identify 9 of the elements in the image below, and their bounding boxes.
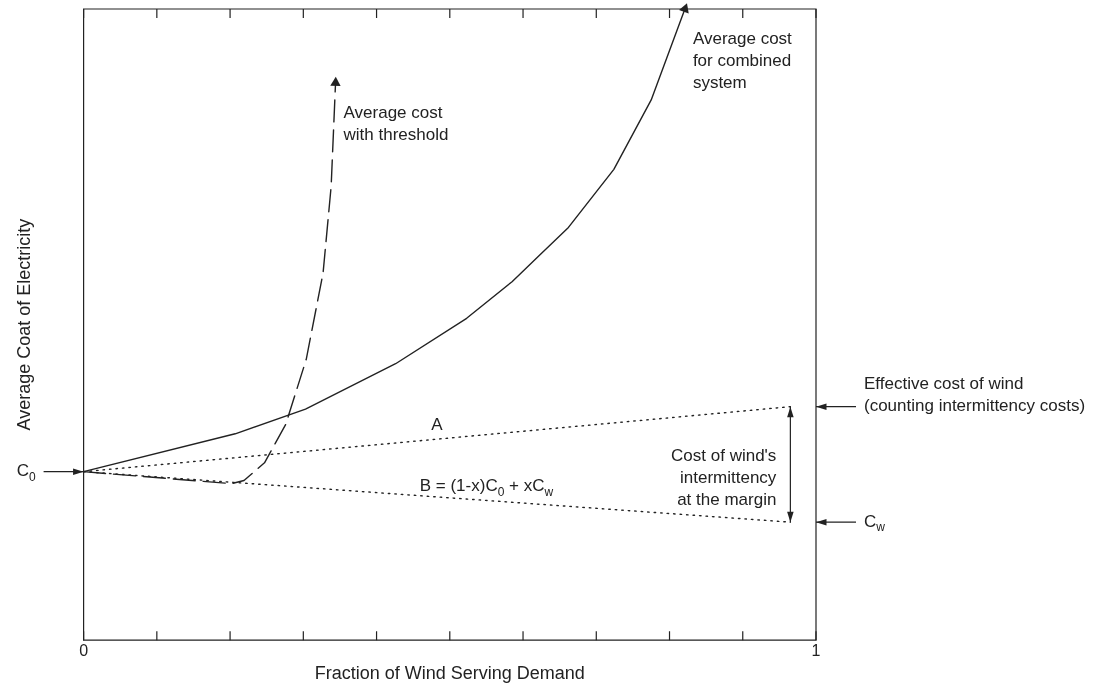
x-tick-label: 0 [79,642,89,660]
text: Effective cost of wind (counting intermittency costs) [864,374,1086,416]
annotation: Average cost for combined system [692,28,793,92]
annotation: Average cost with threshold [342,102,449,144]
x-axis-title: Fraction of Wind Serving Demand [314,663,585,684]
y-axis-title: Average Coat of Electricity [13,218,34,431]
annotation: A [431,414,444,434]
annotation: Cost of wind's intermittency at the margin [671,446,777,510]
x-tick-label: 1 [811,642,821,660]
